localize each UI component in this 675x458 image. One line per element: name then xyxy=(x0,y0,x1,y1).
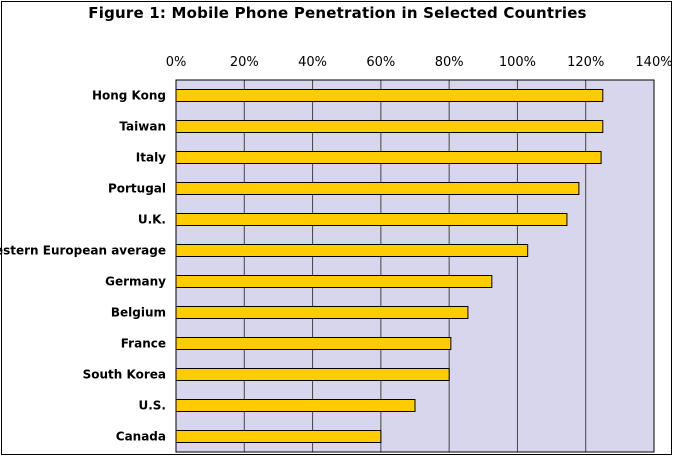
bar xyxy=(175,120,604,133)
bar xyxy=(175,399,416,412)
x-tick-label: 0% xyxy=(166,55,187,70)
category-label: South Korea xyxy=(83,368,166,382)
category-label: Portugal xyxy=(108,182,166,196)
bar xyxy=(175,275,493,288)
category-label: U.S. xyxy=(138,399,166,413)
plot-border xyxy=(175,79,655,453)
x-tick-label: 40% xyxy=(298,55,327,70)
category-label: Canada xyxy=(116,430,166,444)
category-label: Taiwan xyxy=(119,120,166,134)
bar xyxy=(175,182,580,195)
category-label: Italy xyxy=(136,151,166,165)
plot-area xyxy=(176,80,654,452)
bar xyxy=(175,89,604,102)
x-tick-label: 140% xyxy=(635,55,672,70)
category-labels: Hong Kong Taiwan Italy Portugal U.K. Western … xyxy=(0,89,166,444)
x-axis-tick-labels: 0% 20% 40% 60% 80% 100% 120% 140% xyxy=(166,55,673,70)
bar xyxy=(175,213,568,226)
category-label: Germany xyxy=(105,275,166,289)
bar xyxy=(175,337,452,350)
category-label: France xyxy=(121,337,166,351)
category-label: Belgium xyxy=(111,306,166,320)
x-tick-label: 100% xyxy=(499,55,536,70)
category-label: U.K. xyxy=(138,213,166,227)
bar xyxy=(175,430,382,443)
x-tick-label: 120% xyxy=(567,55,604,70)
bars xyxy=(175,89,604,443)
x-tick-label: 80% xyxy=(435,55,464,70)
bar xyxy=(175,244,529,257)
category-label: Western European average xyxy=(0,244,166,258)
bar xyxy=(175,368,450,381)
category-label: Hong Kong xyxy=(92,89,166,103)
chart-title: Figure 1: Mobile Phone Penetration in Se… xyxy=(88,4,587,22)
x-tick-label: 60% xyxy=(366,55,395,70)
bar xyxy=(175,306,469,319)
x-tick-label: 20% xyxy=(230,55,259,70)
bar xyxy=(175,151,602,164)
